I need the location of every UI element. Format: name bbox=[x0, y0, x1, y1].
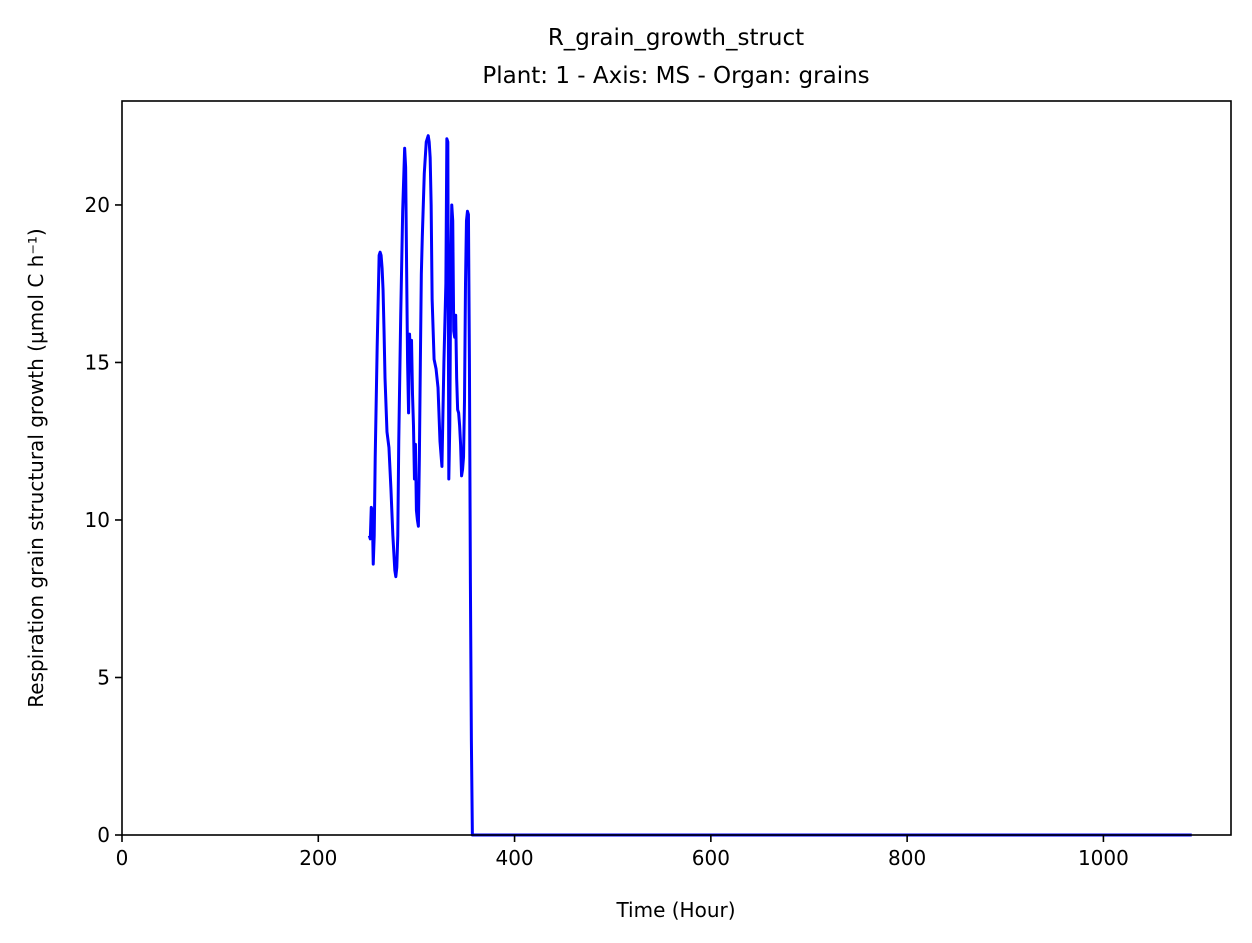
x-tick-label: 1000 bbox=[1078, 846, 1129, 870]
x-tick-label: 800 bbox=[888, 846, 926, 870]
x-tick-label: 200 bbox=[299, 846, 337, 870]
plot-area bbox=[367, 134, 1192, 837]
x-tick-label: 400 bbox=[495, 846, 533, 870]
y-tick-label: 15 bbox=[85, 350, 110, 374]
x-axis: 0 200 400 600 800 1000 bbox=[116, 835, 1129, 870]
x-tick-label: 600 bbox=[692, 846, 730, 870]
chart-title: R_grain_growth_struct bbox=[548, 25, 804, 51]
x-axis-label: Time (Hour) bbox=[615, 898, 735, 922]
y-tick-label: 0 bbox=[97, 823, 110, 847]
y-axis-label: Respiration grain structural growth (μmo… bbox=[24, 228, 48, 707]
series-line-0 bbox=[367, 134, 1192, 837]
chart-subtitle: Plant: 1 - Axis: MS - Organ: grains bbox=[482, 63, 869, 89]
y-axis: 0 5 10 15 20 bbox=[85, 193, 122, 847]
y-tick-label: 10 bbox=[85, 508, 110, 532]
y-tick-label: 5 bbox=[97, 665, 110, 689]
y-tick-label: 20 bbox=[85, 193, 110, 217]
x-tick-label: 0 bbox=[116, 846, 129, 870]
plot-frame bbox=[121, 100, 1232, 836]
